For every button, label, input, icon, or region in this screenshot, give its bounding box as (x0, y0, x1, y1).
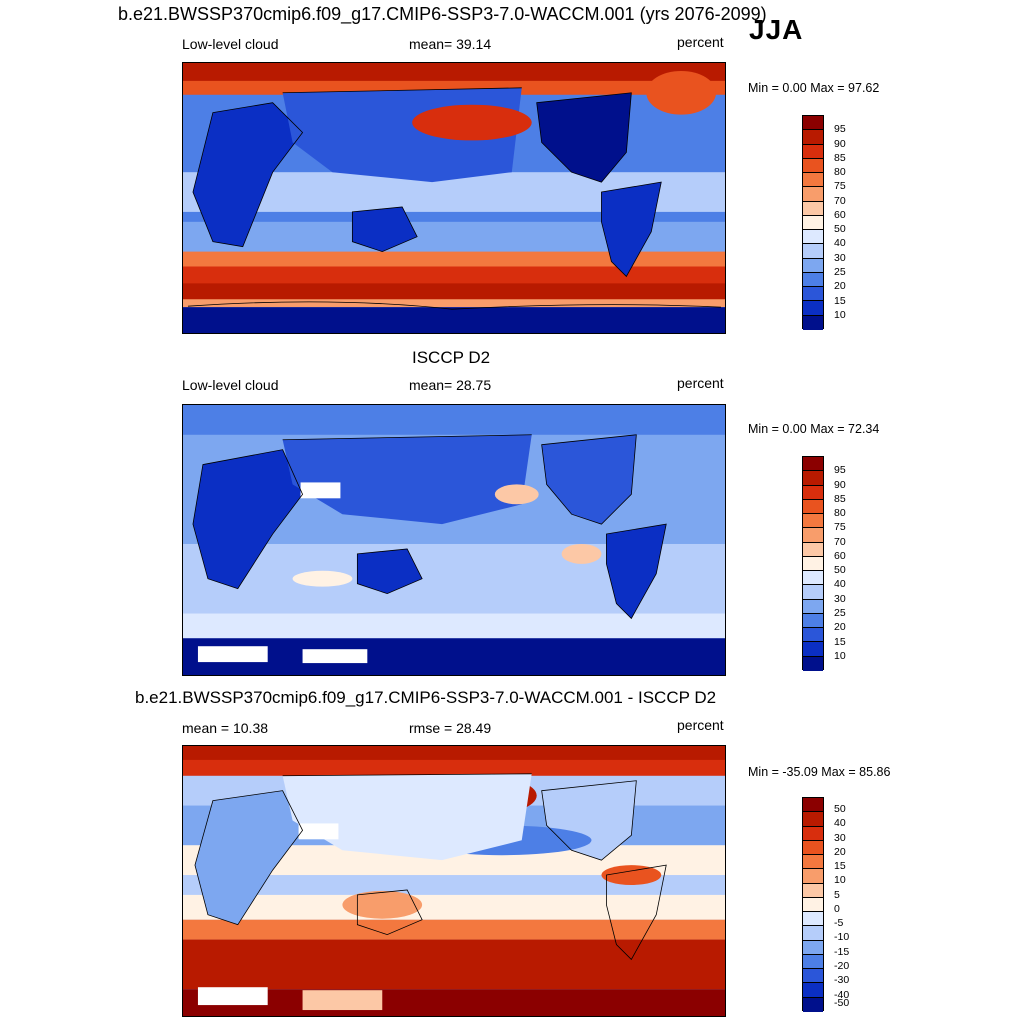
colorbar-tick: 25 (834, 606, 846, 619)
colorbar-tick: 80 (834, 166, 846, 179)
panel2-units-label: percent (677, 375, 724, 391)
colorbar-tick: -15 (834, 945, 850, 958)
panel2-minmax: Min = 0.00 Max = 72.34 (748, 422, 880, 436)
panel3-units-label: percent (677, 717, 724, 733)
colorbar-tick: 90 (834, 478, 846, 491)
colorbar-tick: 15 (834, 860, 846, 873)
colorbar-tick: 20 (834, 280, 846, 293)
colorbar-tick: 30 (834, 251, 846, 264)
panel1-minmax: Min = 0.00 Max = 97.62 (748, 81, 880, 95)
panel2-obs-map (182, 404, 726, 676)
colorbar-tick: 70 (834, 535, 846, 548)
panel2-heading: ISCCP D2 (412, 348, 491, 367)
colorbar-tick: 30 (834, 831, 846, 844)
colorbar-tick: 50 (834, 223, 846, 236)
colorbar-tick: -40 (834, 988, 850, 1001)
colorbar-tick: 15 (834, 635, 846, 648)
colorbar-tick: -50 (834, 997, 850, 1009)
figure-title: b.e21.BWSSP370cmip6.f09_g17.CMIP6-SSP3-7… (118, 4, 767, 24)
colorbar-tick: 10 (834, 649, 846, 662)
colorbar-tick: 40 (834, 578, 846, 591)
colorbar-tick: 25 (834, 265, 846, 278)
colorbar-tick: -30 (834, 974, 850, 987)
colorbar-tick: 90 (834, 137, 846, 150)
season-label: JJA (749, 14, 804, 45)
panel2-colorbar (802, 456, 824, 671)
colorbar-tick: 75 (834, 180, 846, 193)
panel1-colorbar (802, 115, 824, 330)
panel3-diff-map (182, 745, 726, 1017)
colorbar-tick: 15 (834, 294, 846, 307)
colorbar-tick: 10 (834, 874, 846, 887)
colorbar-tick: 60 (834, 549, 846, 562)
colorbar-tick: 20 (834, 621, 846, 634)
colorbar-tick: 30 (834, 592, 846, 605)
colorbar-tick: -10 (834, 931, 850, 944)
colorbar-tick: 0 (834, 902, 840, 915)
colorbar-tick: 10 (834, 308, 846, 321)
colorbar-tick: 40 (834, 817, 846, 830)
panel3-colorbar (802, 797, 824, 1012)
colorbar-tick: 95 (834, 123, 846, 136)
colorbar-tick: 20 (834, 845, 846, 858)
colorbar-tick: 40 (834, 237, 846, 250)
colorbar-tick: 85 (834, 151, 846, 164)
panel2-variable-label: Low-level cloud (182, 377, 279, 393)
panel1-variable-label: Low-level cloud (182, 36, 279, 52)
colorbar-tick: -20 (834, 959, 850, 972)
colorbar-tick: 70 (834, 194, 846, 207)
panel1-mean-label: mean= 39.14 (409, 36, 492, 52)
colorbar-tick: -5 (834, 917, 844, 930)
colorbar-tick: 80 (834, 507, 846, 520)
panel3-heading: b.e21.BWSSP370cmip6.f09_g17.CMIP6-SSP3-7… (135, 688, 717, 707)
panel1-units-label: percent (677, 34, 724, 50)
panel3-minmax: Min = -35.09 Max = 85.86 (748, 765, 891, 779)
panel2-mean-label: mean= 28.75 (409, 377, 492, 393)
colorbar-tick: 85 (834, 492, 846, 505)
colorbar-tick: 60 (834, 208, 846, 221)
panel1-model-map (182, 62, 726, 334)
colorbar-tick: 75 (834, 521, 846, 534)
panel3-rmse-label: rmse = 28.49 (409, 720, 492, 736)
colorbar-tick: 50 (834, 803, 846, 815)
colorbar-tick: 5 (834, 888, 840, 901)
colorbar-tick: 95 (834, 464, 846, 477)
colorbar-tick: 50 (834, 564, 846, 577)
panel3-mean-label: mean = 10.38 (182, 720, 269, 736)
